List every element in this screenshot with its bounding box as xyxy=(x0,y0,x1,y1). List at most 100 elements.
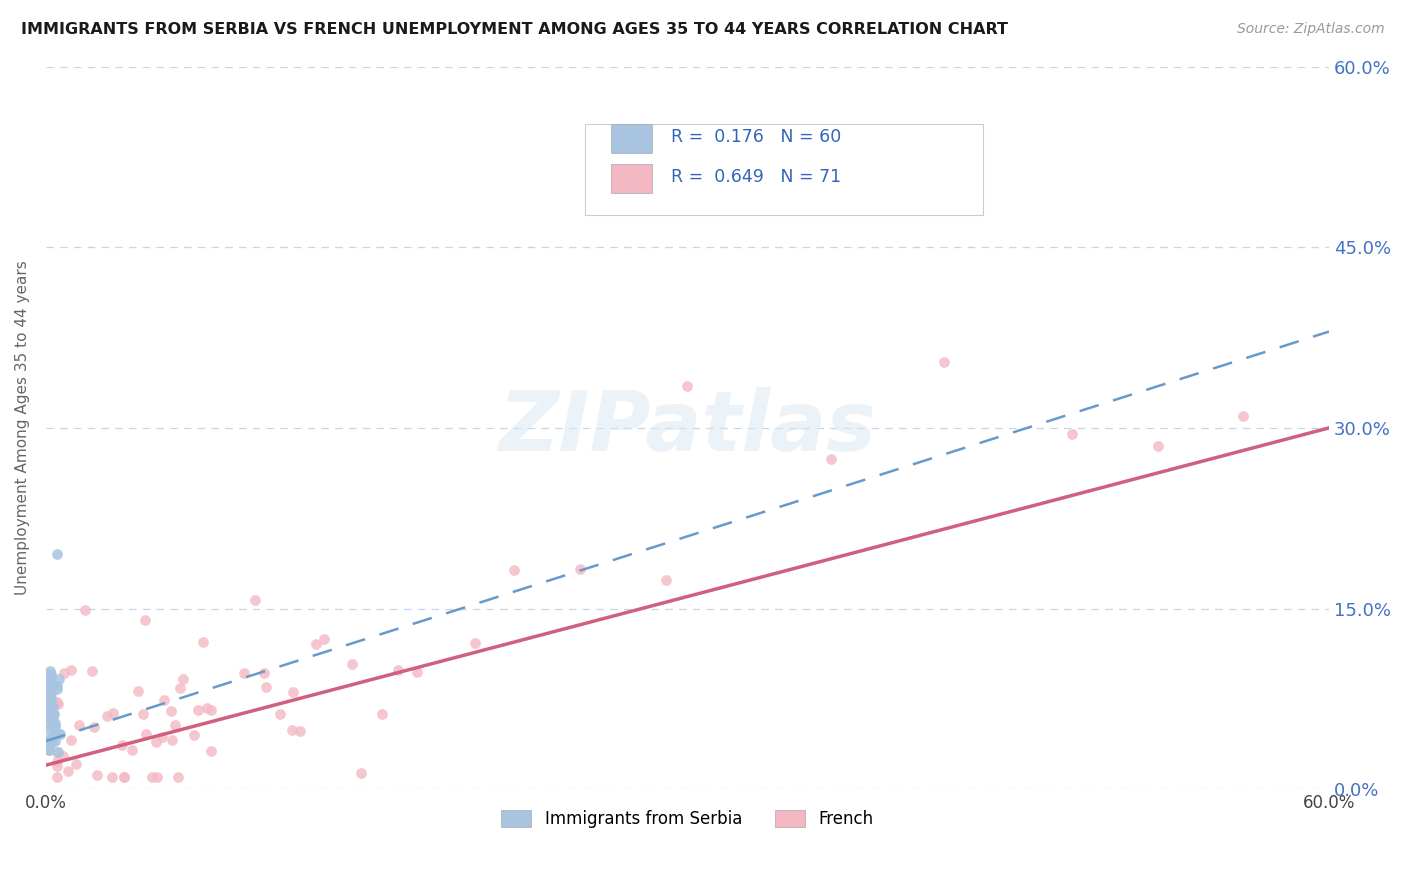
Point xyxy=(37,701,59,715)
Point xyxy=(121,742,143,756)
Point xyxy=(38,664,60,678)
Point xyxy=(1062,426,1084,441)
Y-axis label: Unemployment Among Ages 35 to 44 years: Unemployment Among Ages 35 to 44 years xyxy=(15,260,30,595)
Point xyxy=(253,666,276,681)
Point xyxy=(35,695,58,709)
Point xyxy=(41,707,63,722)
Point xyxy=(45,547,67,561)
Point xyxy=(350,766,373,780)
Point xyxy=(37,684,59,698)
Point xyxy=(464,636,486,650)
Point xyxy=(200,744,222,758)
Point xyxy=(191,635,214,649)
Point xyxy=(37,673,59,688)
Point xyxy=(932,354,955,368)
Text: Source: ZipAtlas.com: Source: ZipAtlas.com xyxy=(1237,22,1385,37)
Point xyxy=(45,754,67,768)
Point xyxy=(152,730,174,744)
Point xyxy=(38,743,60,757)
Point xyxy=(132,706,155,721)
Point xyxy=(820,451,842,466)
Point xyxy=(37,689,59,703)
Point xyxy=(135,727,157,741)
Point xyxy=(127,684,149,698)
Point xyxy=(38,681,60,695)
Point xyxy=(111,738,134,752)
Point xyxy=(38,673,60,688)
Point xyxy=(200,703,222,717)
Point xyxy=(41,685,63,699)
Point xyxy=(134,613,156,627)
Point xyxy=(169,681,191,695)
Point xyxy=(41,680,63,694)
Point xyxy=(387,664,409,678)
Point xyxy=(163,718,186,732)
Point xyxy=(38,679,60,693)
Point xyxy=(37,732,59,747)
Point xyxy=(39,723,62,737)
Point xyxy=(281,685,304,699)
Point xyxy=(45,695,67,709)
Point xyxy=(44,719,66,733)
Point xyxy=(67,718,90,732)
Point xyxy=(38,741,60,756)
Point xyxy=(281,723,304,738)
Text: R =  0.649   N = 71: R = 0.649 N = 71 xyxy=(671,169,841,186)
Point xyxy=(858,174,880,188)
Point xyxy=(82,664,104,678)
Point xyxy=(655,574,678,588)
Point xyxy=(48,697,70,711)
Text: IMMIGRANTS FROM SERBIA VS FRENCH UNEMPLOYMENT AMONG AGES 35 TO 44 YEARS CORRELAT: IMMIGRANTS FROM SERBIA VS FRENCH UNEMPLO… xyxy=(21,22,1008,37)
Point xyxy=(39,705,62,719)
Point xyxy=(39,698,62,712)
Point xyxy=(49,726,72,740)
Point xyxy=(60,663,83,677)
Point xyxy=(86,768,108,782)
Point xyxy=(41,710,63,724)
Text: ZIPatlas: ZIPatlas xyxy=(499,387,876,468)
Point xyxy=(35,692,58,706)
Point xyxy=(41,680,63,694)
Point xyxy=(1232,409,1254,423)
Point xyxy=(42,706,65,721)
Point xyxy=(37,690,59,705)
Point xyxy=(145,735,167,749)
Point xyxy=(39,698,62,712)
Point xyxy=(676,378,699,392)
Point xyxy=(35,677,58,691)
Point xyxy=(44,716,66,731)
Point xyxy=(45,745,67,759)
Point xyxy=(45,770,67,784)
Point xyxy=(269,706,291,721)
Point xyxy=(187,703,209,717)
Point xyxy=(112,770,135,784)
Point xyxy=(96,708,118,723)
Point xyxy=(42,721,65,735)
Point xyxy=(38,717,60,731)
Point xyxy=(406,665,429,679)
Point xyxy=(146,770,169,784)
Point xyxy=(162,732,184,747)
Point xyxy=(35,740,58,755)
Bar xyxy=(610,124,651,153)
Point xyxy=(56,764,79,778)
Text: R =  0.176   N = 60: R = 0.176 N = 60 xyxy=(671,128,841,146)
Point xyxy=(39,696,62,710)
Point xyxy=(38,666,60,681)
Point xyxy=(41,671,63,685)
Point xyxy=(41,700,63,714)
Point xyxy=(41,690,63,705)
Point xyxy=(75,603,97,617)
Point xyxy=(172,672,194,686)
Point xyxy=(166,770,188,784)
Point xyxy=(312,632,335,646)
Point xyxy=(183,728,205,742)
Point xyxy=(305,637,328,651)
Point xyxy=(370,706,392,721)
Point xyxy=(232,665,254,680)
Point xyxy=(38,742,60,756)
Point xyxy=(52,665,75,680)
Point xyxy=(153,693,176,707)
Point xyxy=(39,667,62,681)
Point xyxy=(38,679,60,693)
